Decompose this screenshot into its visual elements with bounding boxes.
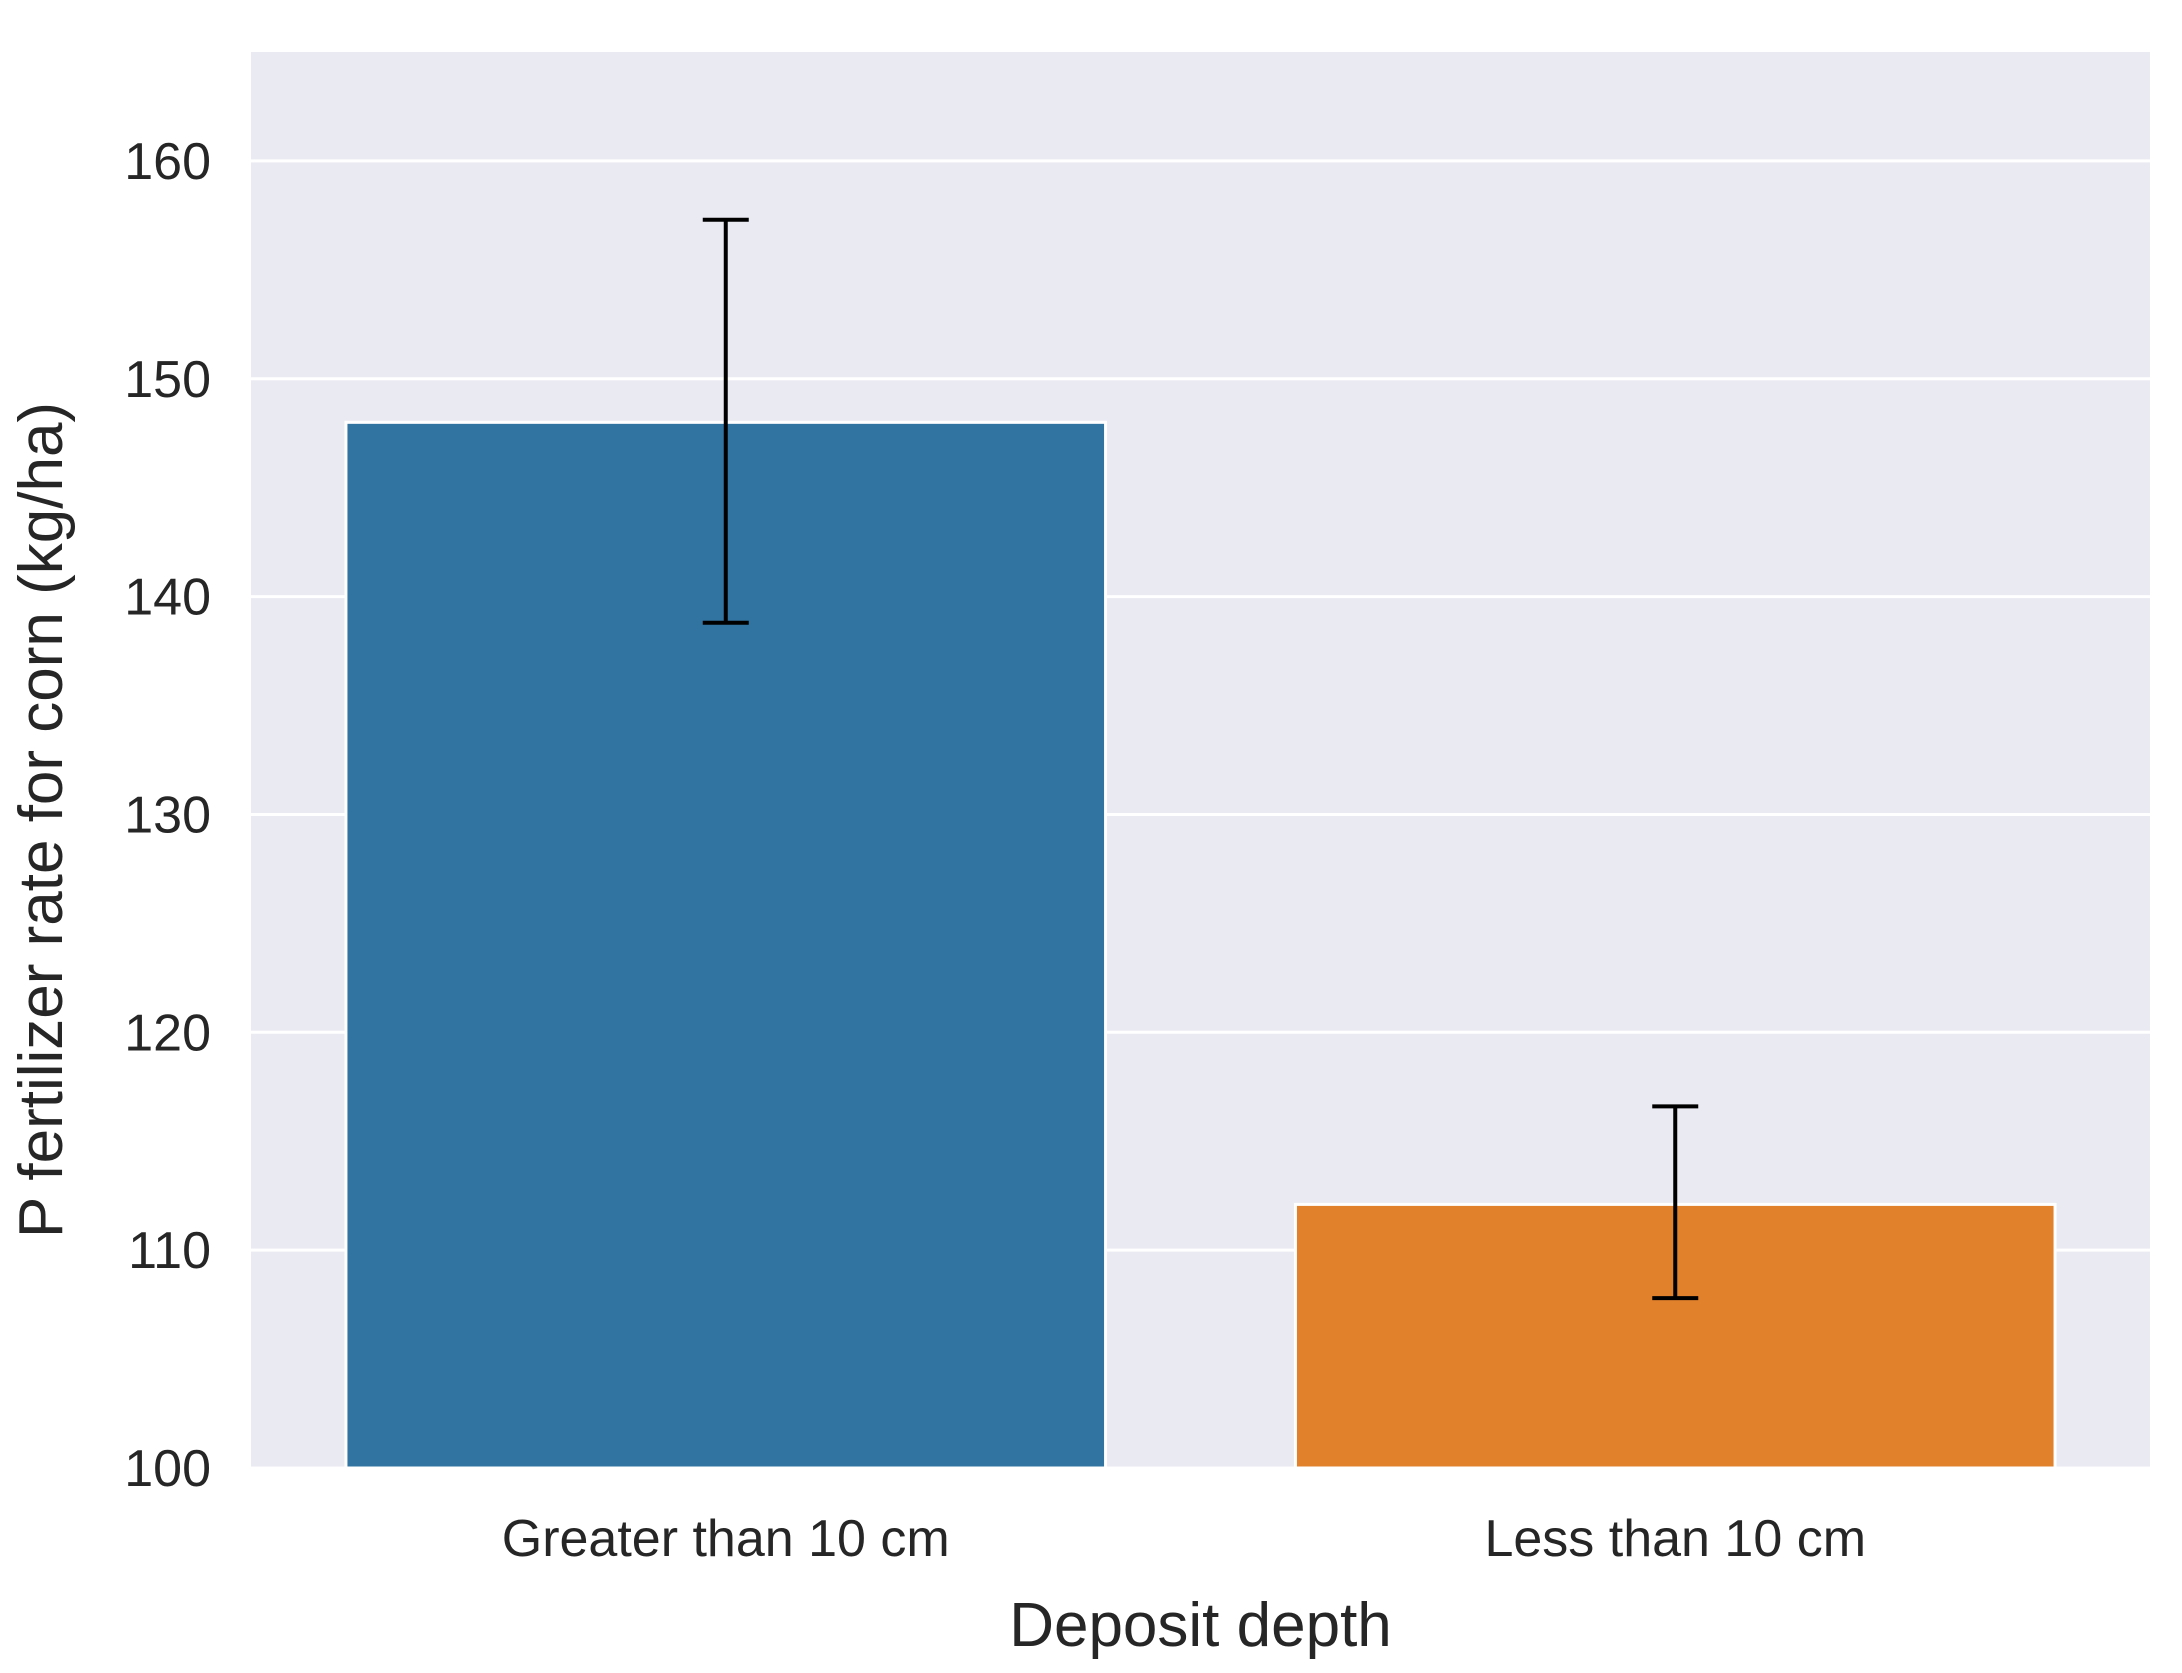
error-bars [702, 217, 1699, 1301]
x-tick-label: Greater than 10 cm [502, 1510, 950, 1568]
error-bar [702, 217, 749, 625]
x-axis-label: Deposit depth [1009, 1591, 1392, 1660]
y-tick-label: 110 [128, 1222, 211, 1280]
x-tick-labels: Greater than 10 cm Less than 10 cm [502, 1510, 1866, 1568]
y-tick-label: 150 [124, 351, 211, 409]
error-bar [1652, 1104, 1699, 1301]
y-tick-label: 120 [124, 1004, 211, 1062]
y-tick-label: 160 [124, 133, 211, 191]
x-tick-label: Less than 10 cm [1484, 1510, 1866, 1568]
y-tick-label: 100 [124, 1440, 211, 1498]
y-axis-label: P fertilizer rate for corn (kg/ha) [7, 402, 76, 1238]
y-tick-labels: 100 110 120 130 140 150 160 [124, 133, 211, 1498]
y-tick-label: 130 [124, 786, 211, 844]
y-tick-label: 140 [124, 569, 211, 627]
